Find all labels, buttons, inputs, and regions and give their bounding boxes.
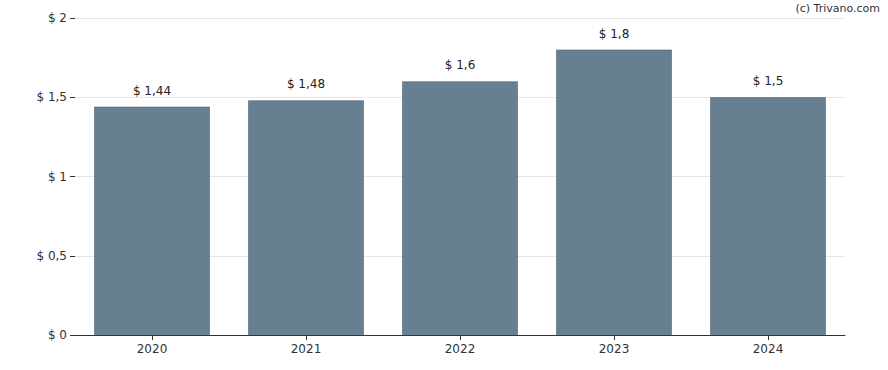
svg-text:$ 0,5: $ 0,5 bbox=[36, 249, 67, 263]
svg-text:(c) Trivano.com: (c) Trivano.com bbox=[795, 2, 880, 15]
svg-text:$ 2: $ 2 bbox=[48, 11, 67, 25]
svg-text:2022: 2022 bbox=[445, 342, 476, 356]
svg-text:2023: 2023 bbox=[599, 342, 630, 356]
svg-text:2024: 2024 bbox=[753, 342, 784, 356]
svg-text:$ 0: $ 0 bbox=[48, 328, 67, 342]
svg-text:2021: 2021 bbox=[291, 342, 322, 356]
svg-text:$ 1,8: $ 1,8 bbox=[599, 27, 630, 41]
svg-text:2020: 2020 bbox=[137, 342, 168, 356]
svg-text:$ 1,44: $ 1,44 bbox=[133, 84, 171, 98]
svg-text:$ 1,6: $ 1,6 bbox=[445, 58, 476, 72]
svg-text:$ 1: $ 1 bbox=[48, 170, 67, 184]
svg-text:$ 1,5: $ 1,5 bbox=[36, 90, 67, 104]
svg-text:$ 1,5: $ 1,5 bbox=[753, 74, 784, 88]
svg-text:$ 1,48: $ 1,48 bbox=[287, 77, 325, 91]
